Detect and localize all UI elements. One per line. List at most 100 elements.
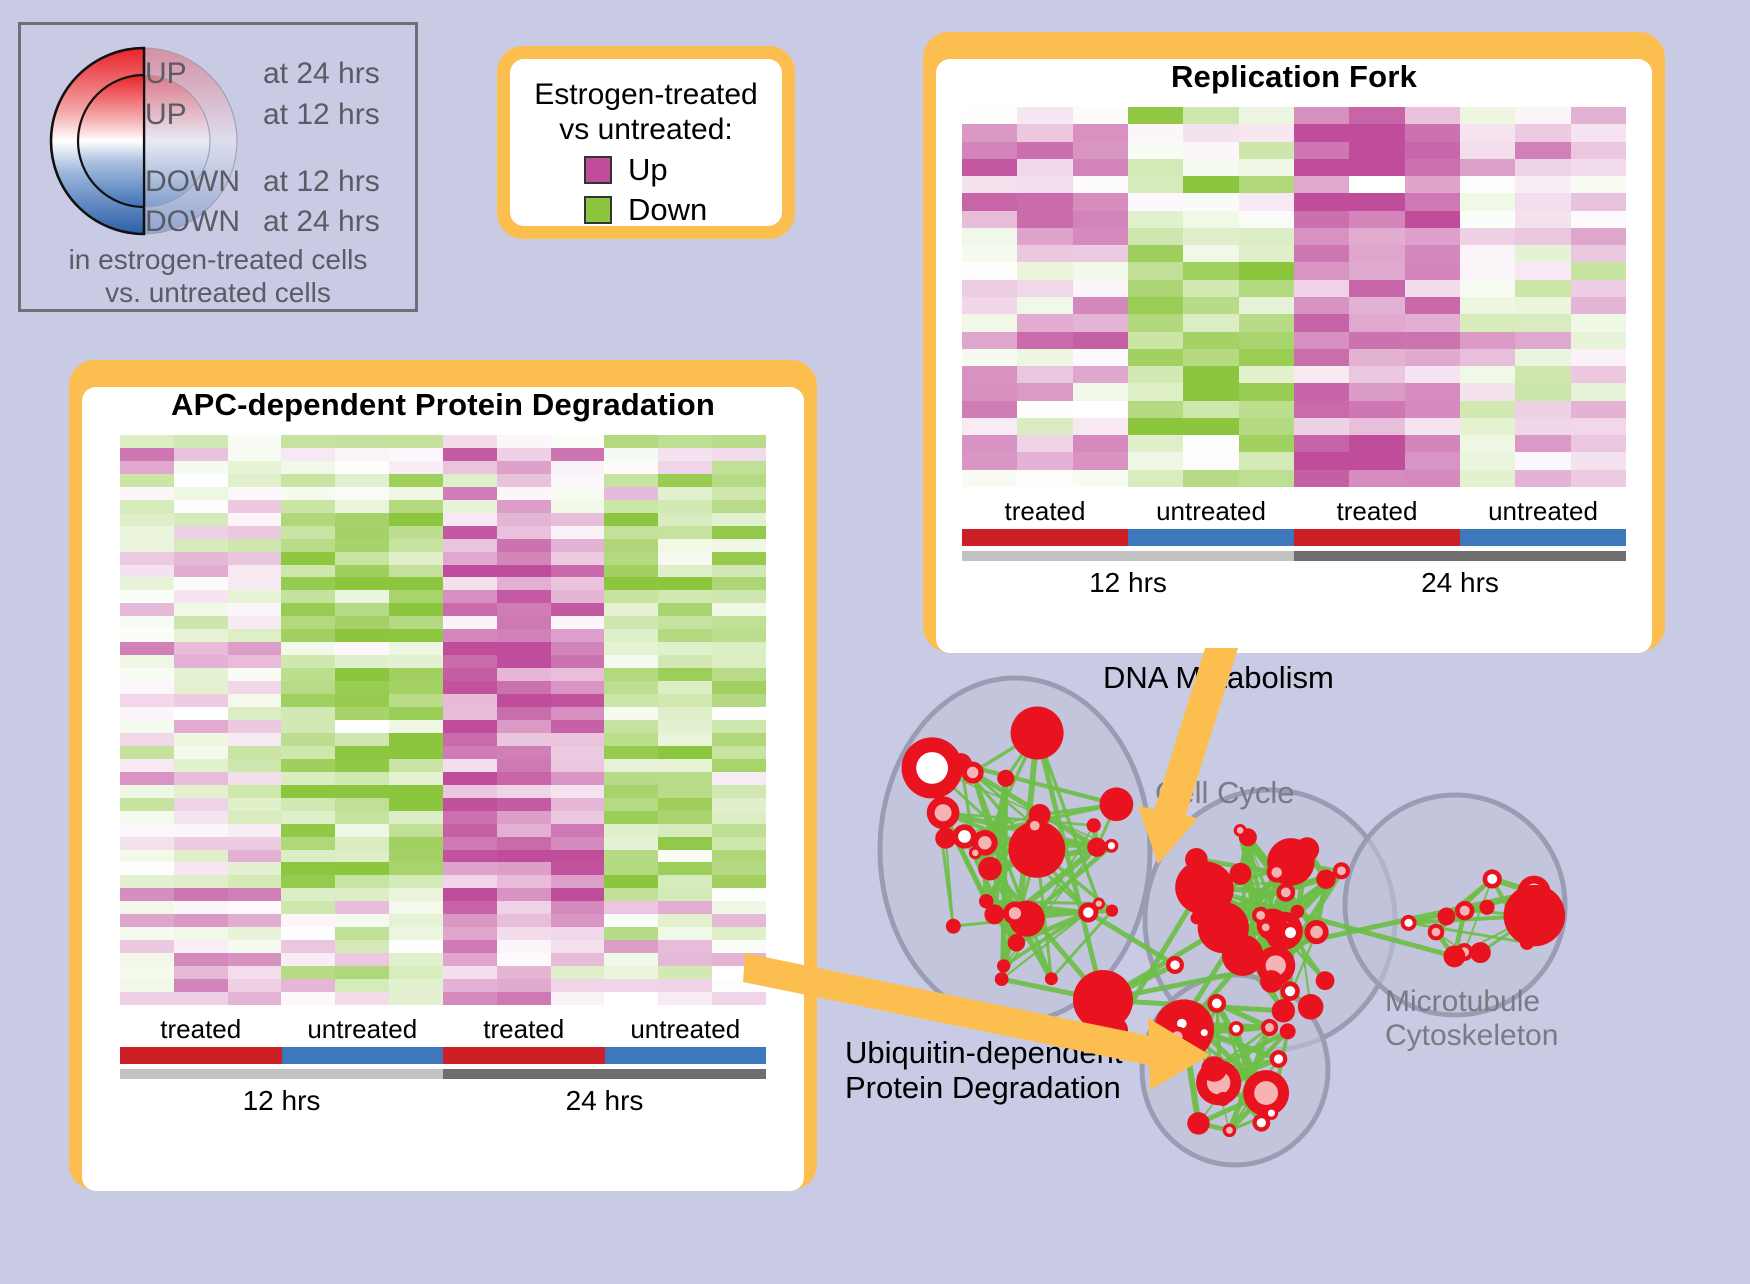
heatmap-cell: [281, 901, 335, 914]
heatmap-cell: [1073, 176, 1128, 193]
heatmap-cell: [497, 798, 551, 811]
network-node-core: [1262, 924, 1270, 932]
network-node[interactable]: [1272, 999, 1295, 1022]
heatmap-cell: [1017, 176, 1072, 193]
estrogen-legend-title: Estrogen-treated vs untreated:: [530, 77, 762, 148]
heatmap-cell: [281, 914, 335, 927]
heatmap-cell: [497, 772, 551, 785]
network-node[interactable]: [1087, 838, 1106, 857]
heatmap-cell: [497, 837, 551, 850]
heatmap-cell: [551, 888, 605, 901]
network-node[interactable]: [935, 828, 956, 849]
heatmap-cell: [1515, 228, 1570, 245]
heatmap-cell: [120, 577, 174, 590]
network-node[interactable]: [1316, 971, 1335, 990]
heatmap-cell: [1349, 159, 1404, 176]
network-node[interactable]: [997, 959, 1010, 972]
heatmap-cell: [712, 979, 766, 992]
network-node[interactable]: [1185, 848, 1208, 871]
heatmap-cell: [551, 746, 605, 759]
heatmap-cell: [712, 966, 766, 979]
heatmap-cell: [389, 901, 443, 914]
network-node[interactable]: [1470, 942, 1491, 963]
group-label: untreated: [1460, 496, 1626, 527]
heatmap-cell: [658, 694, 712, 707]
heatmap-cell: [228, 824, 282, 837]
heatmap-cell: [335, 668, 389, 681]
network-node[interactable]: [1185, 897, 1198, 910]
network-node[interactable]: [1520, 936, 1534, 950]
heatmap-cell: [1073, 280, 1128, 297]
network-node[interactable]: [1191, 912, 1204, 925]
heatmap-cell: [281, 875, 335, 888]
heatmap-cell: [335, 707, 389, 720]
ring-direction-label: UP: [145, 98, 263, 132]
heatmap-cell: [174, 811, 228, 824]
network-node[interactable]: [1233, 934, 1248, 949]
network-node[interactable]: [1008, 934, 1025, 951]
heatmap-cell: [228, 785, 282, 798]
heatmap-cell: [443, 642, 497, 655]
network-node[interactable]: [1216, 1092, 1230, 1106]
network-node[interactable]: [1444, 946, 1466, 968]
heatmap-cell: [658, 655, 712, 668]
heatmap-cell: [1460, 245, 1515, 262]
heatmap-cell: [335, 552, 389, 565]
heatmap-cell: [551, 526, 605, 539]
network-node[interactable]: [1260, 970, 1283, 993]
heatmap-cell: [335, 901, 389, 914]
heatmap-cell: [1571, 452, 1626, 469]
heatmap-cell: [712, 850, 766, 863]
heatmap-cell: [1294, 193, 1349, 210]
heatmap-cell: [1073, 193, 1128, 210]
heatmap-cell: [962, 418, 1017, 435]
network-node[interactable]: [1201, 1056, 1227, 1082]
heatmap-cell: [604, 914, 658, 927]
network-node[interactable]: [1229, 863, 1251, 885]
network-node[interactable]: [1295, 837, 1319, 861]
network-node[interactable]: [1280, 1023, 1296, 1039]
heatmap-cell: [1405, 297, 1460, 314]
heatmap-cell: [1515, 452, 1570, 469]
network-node[interactable]: [1087, 818, 1101, 832]
network-node[interactable]: [1479, 900, 1494, 915]
network-node[interactable]: [978, 857, 1002, 881]
network-node[interactable]: [1268, 935, 1280, 947]
network-node[interactable]: [1248, 944, 1260, 956]
heatmap-cell: [228, 940, 282, 953]
heatmap-cell: [497, 603, 551, 616]
heatmap-cell: [1460, 228, 1515, 245]
heatmap-cell: [604, 824, 658, 837]
heatmap-cell: [281, 513, 335, 526]
network-node[interactable]: [1106, 905, 1118, 917]
network-node[interactable]: [1187, 1112, 1209, 1134]
heatmap-cell: [120, 474, 174, 487]
heatmap-cell: [604, 616, 658, 629]
network-node[interactable]: [1316, 870, 1335, 889]
network-node[interactable]: [1291, 905, 1305, 919]
heatmap-cell: [1349, 193, 1404, 210]
heatmap-cell: [174, 927, 228, 940]
network-node[interactable]: [1011, 707, 1064, 760]
heatmap-cell: [228, 901, 282, 914]
network-node[interactable]: [995, 972, 1009, 986]
heatmap-cell: [389, 448, 443, 461]
heatmap-cell: [604, 746, 658, 759]
network-node[interactable]: [1100, 787, 1134, 821]
condition-bar-segment: [120, 1047, 282, 1064]
heatmap-cell: [281, 979, 335, 992]
network-node[interactable]: [979, 894, 993, 908]
heatmap-cell: [281, 474, 335, 487]
heatmap-cell: [335, 681, 389, 694]
heatmap-cell: [551, 642, 605, 655]
network-node[interactable]: [997, 770, 1014, 787]
group-label: untreated: [1128, 496, 1294, 527]
network-node[interactable]: [1045, 972, 1058, 985]
time-bar-segment: [120, 1069, 443, 1079]
network-node[interactable]: [1298, 994, 1324, 1020]
heatmap-cell: [1183, 418, 1238, 435]
heatmap-cell: [228, 811, 282, 824]
network-node[interactable]: [1504, 885, 1566, 947]
network-node[interactable]: [1437, 908, 1455, 926]
network-node[interactable]: [946, 919, 961, 934]
